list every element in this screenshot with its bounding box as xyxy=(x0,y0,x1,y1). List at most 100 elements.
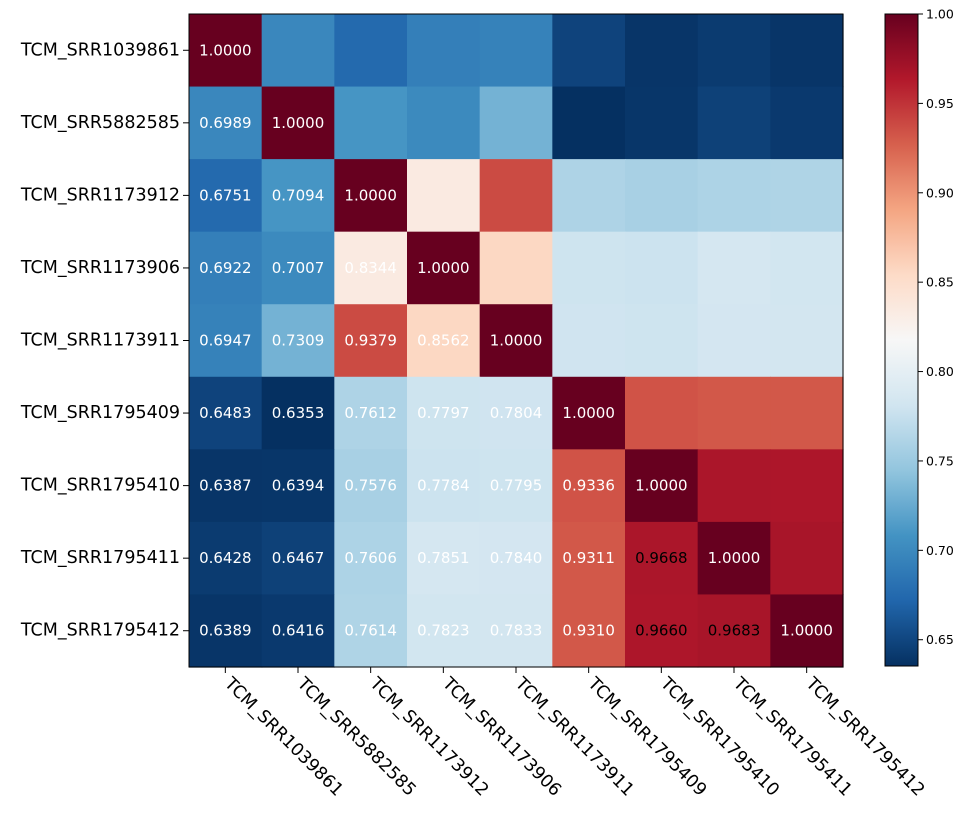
heatmap-cell xyxy=(697,594,771,668)
cell-annotations: 1.0000 0.6989 1.0000 0.6751 0.7094 1.0000 0.69… xyxy=(199,41,833,639)
cell-annotation: 0.6989 xyxy=(199,114,252,132)
heatmap-cell xyxy=(407,304,481,378)
cell-annotation: 0.6483 xyxy=(199,404,252,422)
x-tick-label: TCM_SRR1795410 xyxy=(656,673,783,800)
heatmap-cell xyxy=(261,86,335,160)
cell-annotation: 0.9660 xyxy=(635,622,688,640)
cell-annotation: 0.6922 xyxy=(199,259,252,277)
heatmap-cell xyxy=(261,231,335,305)
heatmap-cell xyxy=(407,14,481,88)
heatmap-cell xyxy=(552,594,626,668)
cell-annotation: 1.0000 xyxy=(490,332,543,350)
cell-annotation: 1.0000 xyxy=(562,404,615,422)
cell-annotation: 0.7094 xyxy=(272,186,325,204)
cell-annotation: 0.6389 xyxy=(199,622,252,640)
heatmap-cell xyxy=(625,594,699,668)
heatmap-cell xyxy=(479,521,553,596)
cell-annotation: 0.7606 xyxy=(344,549,397,567)
cell-annotation: 0.6387 xyxy=(199,477,252,495)
cell-annotation: 0.9310 xyxy=(562,622,615,640)
y-tick-label: TCM_SRR1173912 xyxy=(20,185,180,205)
heatmap-cell xyxy=(407,86,481,160)
y-tick-label: TCM_SRR1795410 xyxy=(20,476,180,496)
heatmap-cell xyxy=(770,304,844,378)
y-tick-label: TCM_SRR1795411 xyxy=(20,548,180,568)
colorbar-tick-label: 0.80 xyxy=(926,364,954,379)
heatmap-cell xyxy=(334,376,408,450)
heatmap-cell xyxy=(189,376,263,450)
cell-annotation: 0.7823 xyxy=(417,622,470,640)
cell-annotation: 0.6353 xyxy=(272,404,325,422)
heatmap-cell xyxy=(407,231,481,305)
cell-annotation: 0.9336 xyxy=(562,477,615,495)
cell-annotation: 0.7795 xyxy=(490,477,543,495)
heatmap-cell xyxy=(625,14,699,88)
colorbar-tick-label: 0.85 xyxy=(926,275,954,290)
heatmap-cell xyxy=(770,521,844,596)
x-tick-label: TCM_SRR1173912 xyxy=(365,673,492,800)
cell-annotation: 0.6416 xyxy=(272,622,325,640)
heatmap-cell xyxy=(625,304,699,378)
cell-annotation: 0.7804 xyxy=(490,404,543,422)
heatmap-cell xyxy=(625,231,699,305)
cell-annotation: 1.0000 xyxy=(344,186,397,204)
heatmap-cell xyxy=(334,594,408,668)
heatmap-cell xyxy=(697,449,771,523)
heatmap-cell xyxy=(770,376,844,450)
heatmap-cell xyxy=(479,159,553,233)
colorbar-ticks: 0.65 0.70 0.75 0.80 0.85 0.90 0.95 1.00 xyxy=(918,7,954,647)
x-tick-label: TCM_SRR1795409 xyxy=(583,673,710,800)
cell-annotation: 0.6467 xyxy=(272,549,325,567)
cell-annotation: 1.0000 xyxy=(417,259,470,277)
cell-annotation: 0.8344 xyxy=(344,259,397,277)
heatmap-cell xyxy=(189,594,263,668)
heatmap-cells xyxy=(189,14,844,668)
y-axis-ticks: TCM_SRR1039861 TCM_SRR5882585 TCM_SRR11739… xyxy=(20,40,189,641)
y-tick-label: TCM_SRR1173906 xyxy=(20,258,180,278)
cell-annotation: 0.7797 xyxy=(417,404,470,422)
heatmap-cell xyxy=(697,304,771,378)
cell-annotation: 0.9668 xyxy=(635,549,688,567)
y-tick-label: TCM_SRR1795409 xyxy=(20,403,180,423)
heatmap-cell xyxy=(189,14,263,88)
heatmap-cell xyxy=(334,231,408,305)
cell-annotation: 0.7007 xyxy=(272,259,325,277)
heatmap-cell xyxy=(697,14,771,88)
x-tick-label: TCM_SRR5882585 xyxy=(292,673,419,800)
heatmap-cell xyxy=(189,304,263,378)
heatmap-cell xyxy=(697,86,771,160)
cell-annotation: 1.0000 xyxy=(635,477,688,495)
heatmap-cell xyxy=(407,594,481,668)
heatmap-cell xyxy=(189,159,263,233)
heatmap-cell xyxy=(407,376,481,450)
cell-annotation: 0.9379 xyxy=(344,332,397,350)
heatmap-cell xyxy=(479,14,553,88)
cell-annotation: 0.9311 xyxy=(562,549,615,567)
cell-annotation: 0.9683 xyxy=(708,622,761,640)
heatmap-cell xyxy=(261,14,335,88)
colorbar: 0.65 0.70 0.75 0.80 0.85 0.90 0.95 1.00 xyxy=(884,7,954,667)
heatmap-cell xyxy=(552,304,626,378)
heatmap-cell xyxy=(189,231,263,305)
heatmap-cell xyxy=(625,86,699,160)
y-tick-label: TCM_SRR1795412 xyxy=(20,621,180,641)
heatmap-cell xyxy=(770,449,844,523)
heatmap-cell xyxy=(407,449,481,523)
heatmap-cell xyxy=(334,86,408,160)
x-tick-label: TCM_SRR1795412 xyxy=(801,673,928,800)
colorbar-tick-label: 0.70 xyxy=(926,543,954,558)
cell-annotation: 1.0000 xyxy=(199,41,252,59)
heatmap-cell xyxy=(334,14,408,88)
cell-annotation: 1.0000 xyxy=(272,114,325,132)
cell-annotation: 0.6428 xyxy=(199,549,252,567)
heatmap-cell xyxy=(261,376,335,450)
heatmap-cell xyxy=(770,159,844,233)
x-tick-label: TCM_SRR1795411 xyxy=(728,673,855,800)
heatmap-cell xyxy=(261,449,335,523)
heatmap-cell xyxy=(189,86,263,160)
heatmap-cell xyxy=(697,159,771,233)
heatmap-cell xyxy=(479,594,553,668)
cell-annotation: 0.7614 xyxy=(344,622,397,640)
